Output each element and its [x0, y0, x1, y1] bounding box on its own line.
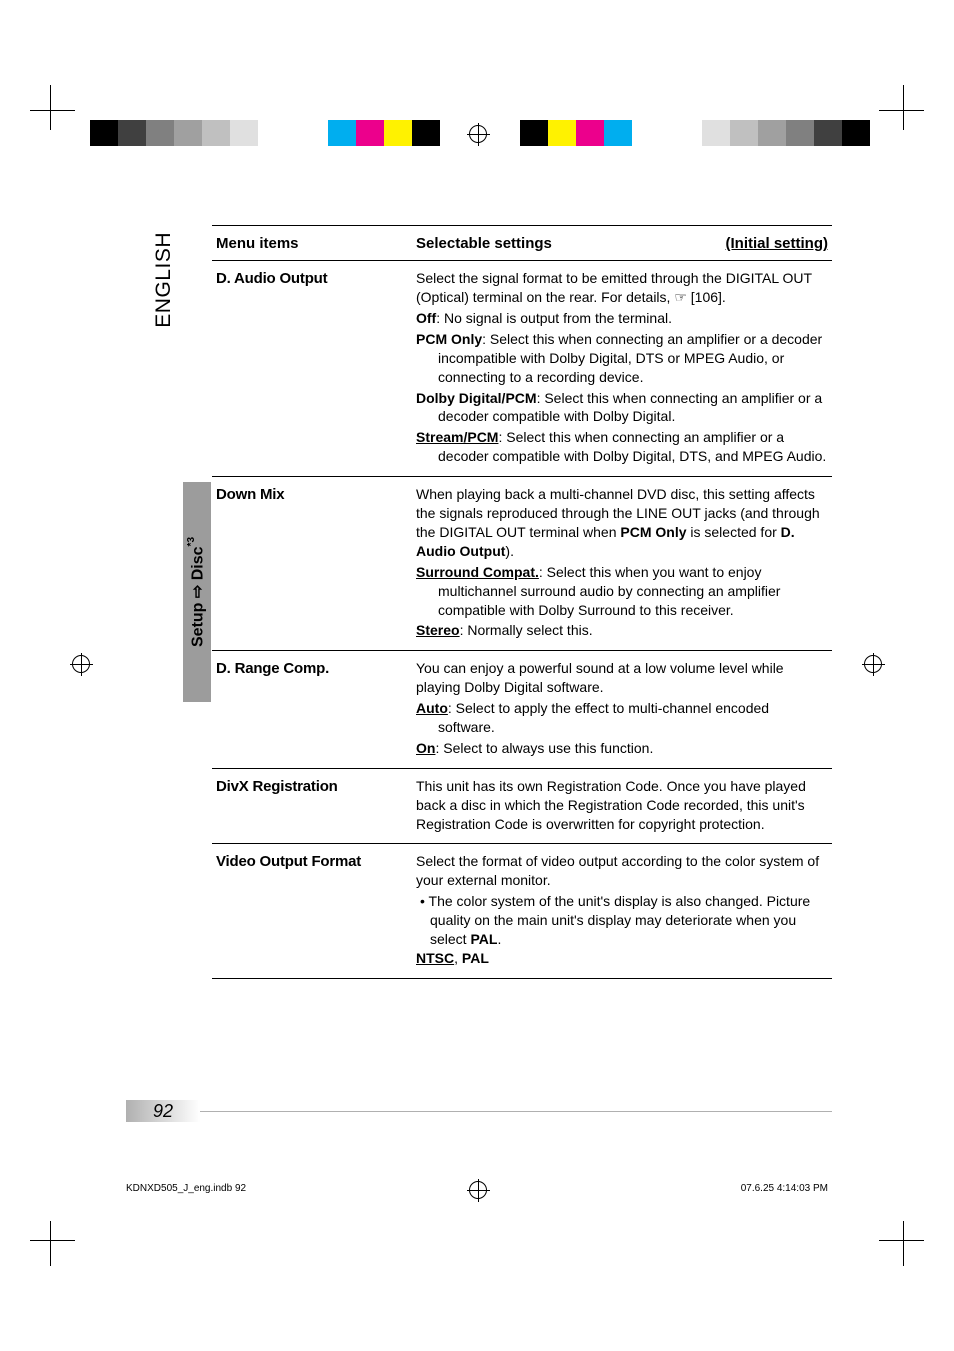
setting-text: When playing back a multi-channel DVD di…: [416, 485, 828, 561]
table-row: Down Mix When playing back a multi-channe…: [212, 477, 832, 651]
registration-mark-top: [469, 125, 487, 143]
setting-text: This unit has its own Registration Code.…: [416, 777, 828, 834]
menu-item-label: D. Range Comp.: [216, 660, 329, 677]
setting-option: Dolby Digital/PCM: Select this when conn…: [416, 389, 828, 427]
menu-item-label: Down Mix: [216, 486, 284, 503]
option-label: On: [416, 740, 435, 756]
registration-mark-left: [72, 655, 90, 673]
page: ENGLISH Setup ⇨ Disc*3 Menu items Select…: [0, 0, 954, 1351]
table-header-settings-label: Selectable settings: [416, 235, 552, 252]
setting-text: Select the format of video output accord…: [416, 852, 828, 890]
section-tab-arrow: ⇨: [190, 585, 207, 598]
footer-right: 07.6.25 4:14:03 PM: [741, 1183, 828, 1194]
page-number-rule: [200, 1111, 832, 1112]
table-row: Video Output Format Select the format of …: [212, 844, 832, 978]
section-tab: Setup ⇨ Disc*3: [183, 482, 211, 702]
crop-mark: [50, 1221, 51, 1266]
language-tab: ENGLISH: [152, 232, 176, 328]
setting-option: On: Select to always use this function.: [416, 739, 828, 758]
setting-text: Select the signal format to be emitted t…: [416, 269, 828, 307]
setting-option: Auto: Select to apply the effect to mult…: [416, 699, 828, 737]
menu-item-cell: DivX Registration: [212, 768, 412, 844]
setting-option: Off: No signal is output from the termin…: [416, 309, 828, 328]
calibration-bar-top-right: [520, 120, 870, 146]
option-label: Stream/PCM: [416, 429, 498, 445]
menu-item-cell: Down Mix: [212, 477, 412, 651]
option-label: Dolby Digital/PCM: [416, 390, 537, 406]
option-label: Auto: [416, 700, 448, 716]
section-tab-prefix: Setup: [190, 598, 207, 647]
setting-option: PCM Only: Select this when connecting an…: [416, 330, 828, 387]
table-header-settings: Selectable settings (Initial setting): [412, 226, 832, 261]
section-tab-sup: *3: [186, 537, 197, 546]
table-header-menu: Menu items: [212, 226, 412, 261]
table-row: D. Range Comp. You can enjoy a powerful s…: [212, 651, 832, 768]
table-header-initial: (Initial setting): [726, 234, 829, 254]
setting-cell: You can enjoy a powerful sound at a low …: [412, 651, 832, 768]
page-number: 92: [126, 1100, 200, 1122]
menu-item-label: DivX Registration: [216, 778, 338, 795]
setting-cell: Select the format of video output accord…: [412, 844, 832, 978]
section-tab-suffix: Disc: [190, 546, 207, 584]
menu-item-label: D. Audio Output: [216, 270, 327, 287]
option-label: Stereo: [416, 622, 460, 638]
registration-mark-right: [864, 655, 882, 673]
setting-option: Surround Compat.: Select this when you w…: [416, 563, 828, 620]
crop-mark: [879, 110, 924, 111]
settings-table: Menu items Selectable settings (Initial …: [212, 225, 832, 979]
option-label: Surround Compat.: [416, 564, 539, 580]
registration-mark-bottom: [469, 1181, 487, 1199]
setting-cell: When playing back a multi-channel DVD di…: [412, 477, 832, 651]
crop-mark: [903, 1221, 904, 1266]
setting-bullet: • The color system of the unit's display…: [416, 892, 828, 949]
menu-item-cell: Video Output Format: [212, 844, 412, 978]
calibration-bar-top-left: [90, 120, 440, 146]
setting-option: Stereo: Normally select this.: [416, 621, 828, 640]
setting-cell: This unit has its own Registration Code.…: [412, 768, 832, 844]
option-label: PCM Only: [416, 331, 482, 347]
menu-item-label: Video Output Format: [216, 853, 361, 870]
menu-item-cell: D. Range Comp.: [212, 651, 412, 768]
setting-text: You can enjoy a powerful sound at a low …: [416, 659, 828, 697]
menu-item-cell: D. Audio Output: [212, 261, 412, 477]
crop-mark: [30, 1240, 75, 1241]
crop-mark: [30, 110, 75, 111]
crop-mark: [50, 85, 51, 130]
setting-option: Stream/PCM: Select this when connecting …: [416, 428, 828, 466]
table-row: D. Audio Output Select the signal format …: [212, 261, 832, 477]
crop-mark: [879, 1240, 924, 1241]
table-row: DivX Registration This unit has its own R…: [212, 768, 832, 844]
setting-cell: Select the signal format to be emitted t…: [412, 261, 832, 477]
setting-values: NTSC, PAL: [416, 949, 828, 968]
crop-mark: [903, 85, 904, 130]
option-label: Off: [416, 310, 436, 326]
